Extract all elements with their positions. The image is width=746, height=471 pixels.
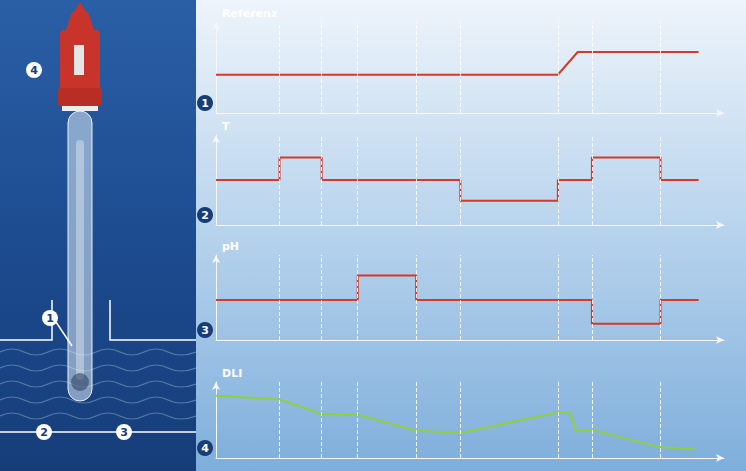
svg-text:2: 2 — [40, 426, 48, 439]
svg-text:4: 4 — [201, 442, 209, 455]
svg-text:1: 1 — [46, 312, 54, 325]
svg-text:pH: pH — [222, 240, 239, 253]
svg-text:3: 3 — [120, 426, 128, 439]
svg-text:1: 1 — [201, 97, 209, 110]
svg-text:4: 4 — [30, 64, 38, 77]
svg-text:3: 3 — [201, 324, 209, 337]
svg-text:DLI: DLI — [222, 367, 242, 380]
svg-text:2: 2 — [201, 209, 209, 222]
svg-text:Referenz: Referenz — [222, 7, 277, 20]
svg-text:T: T — [222, 120, 230, 133]
